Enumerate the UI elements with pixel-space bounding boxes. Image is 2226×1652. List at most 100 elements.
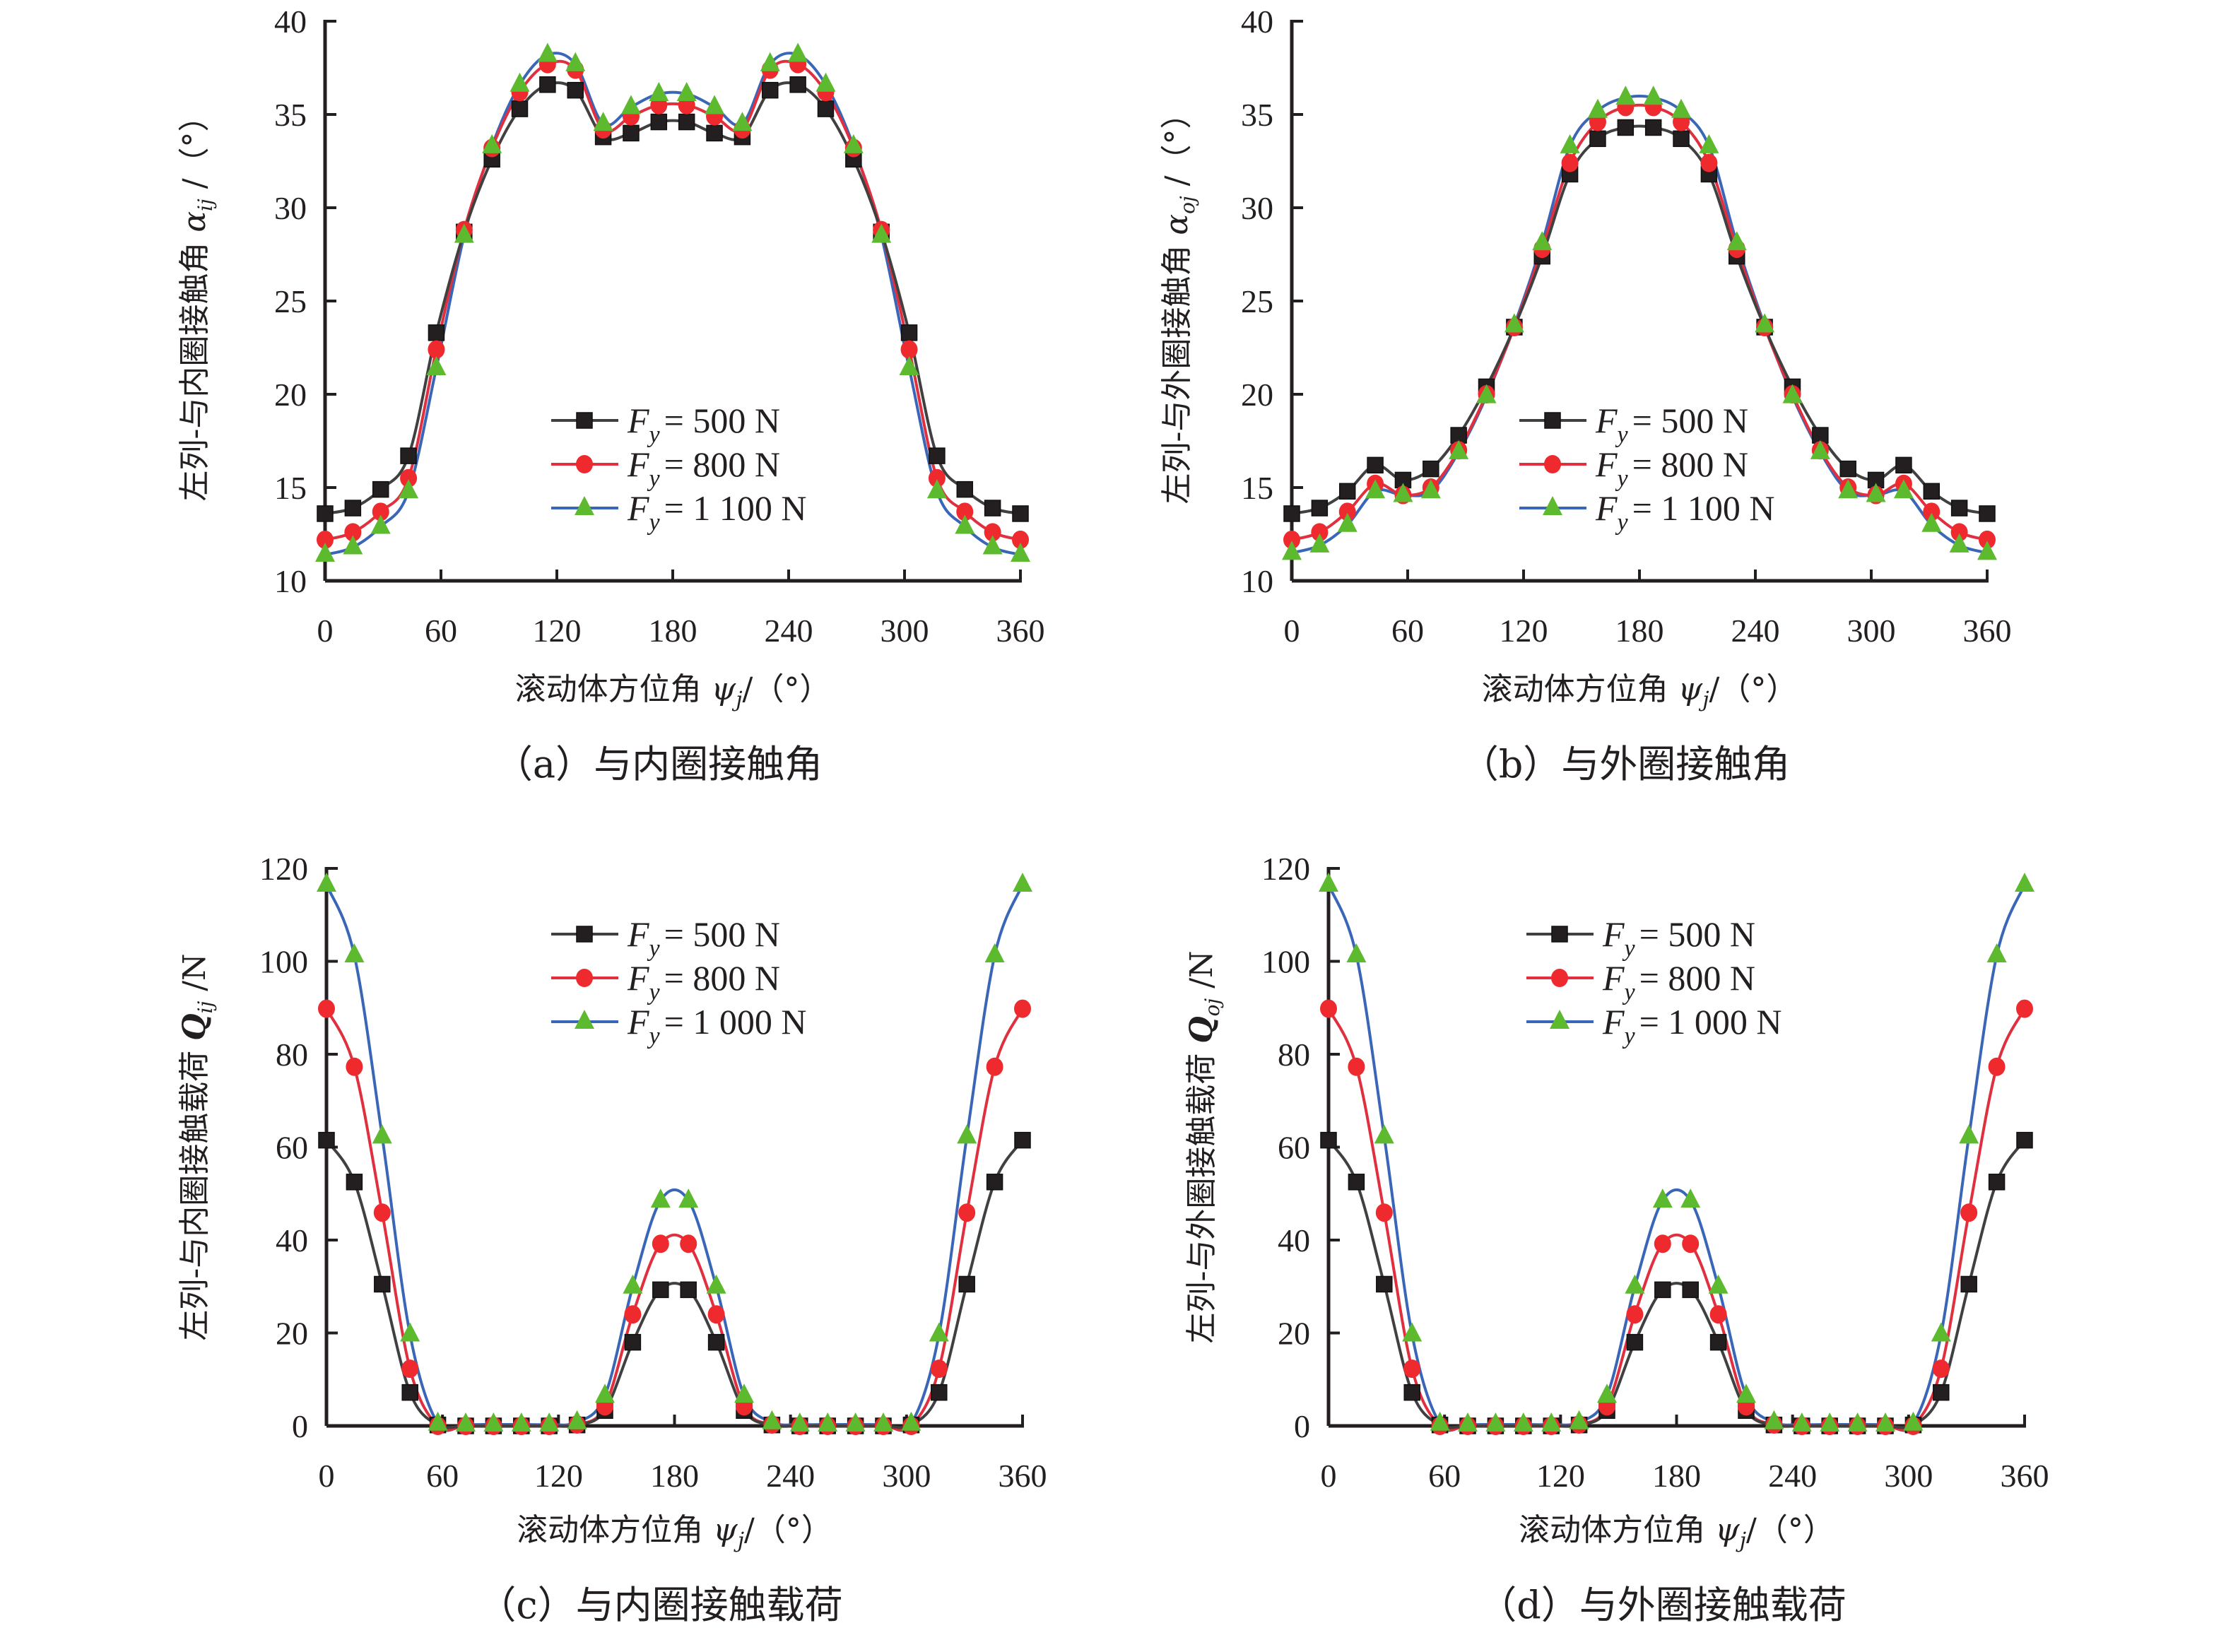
- data-point: [676, 81, 697, 101]
- data-point: [1449, 439, 1469, 459]
- data-point: [2016, 1131, 2033, 1149]
- data-point: [373, 1203, 391, 1222]
- data-point: [428, 340, 445, 359]
- data-point: [873, 1412, 893, 1432]
- panel-caption: （a）与内圈接触角: [495, 742, 823, 786]
- legend-marker-circle: [1544, 455, 1561, 473]
- data-point: [1866, 483, 1886, 502]
- data-point: [624, 1333, 642, 1351]
- y-axis-title: 左列-与外圈接触载荷 Qoj /N: [1184, 950, 1224, 1343]
- y-tick-label: 40: [276, 1222, 308, 1258]
- x-tick-label: 240: [765, 613, 813, 649]
- data-point: [1960, 1203, 1978, 1222]
- data-point: [1931, 1322, 1951, 1342]
- y-tick-label: 20: [1278, 1316, 1310, 1352]
- data-point: [1320, 1131, 1337, 1149]
- data-point: [318, 1131, 335, 1149]
- data-point: [623, 1274, 643, 1294]
- legend-label: Fy = 1 000 N: [627, 1002, 806, 1049]
- data-point: [400, 1322, 420, 1342]
- legend-marker-square: [576, 412, 593, 429]
- data-point: [1682, 1234, 1700, 1253]
- panel-c: 0 20 40 60 80 100 120 0 60 120 180 240 300 360 Fy = 500…: [177, 851, 1047, 1627]
- data-point: [1626, 1305, 1644, 1324]
- data-point: [815, 72, 836, 92]
- data-point: [317, 530, 334, 549]
- data-point: [1838, 479, 1859, 499]
- data-point: [1709, 1333, 1727, 1351]
- y-axis-title: 左列-与内圈接触角 αij /（°）: [177, 100, 217, 501]
- x-tick-label: 120: [534, 1458, 583, 1494]
- x-tick-label: 120: [533, 613, 582, 649]
- y-tick-label: 80: [276, 1037, 308, 1073]
- legend-marker-triangle: [575, 1010, 594, 1029]
- data-point: [871, 223, 892, 243]
- data-point: [706, 124, 723, 142]
- panel-caption: （d）与外圈接触载荷: [1478, 1583, 1847, 1627]
- data-point: [986, 1057, 1003, 1076]
- x-tick-label: 240: [1768, 1458, 1817, 1494]
- y-tick-label: 120: [1261, 851, 1310, 887]
- data-point: [1950, 500, 1968, 517]
- data-point: [1423, 460, 1439, 478]
- data-point: [1311, 500, 1329, 517]
- data-point: [346, 1174, 363, 1191]
- data-point: [1485, 1412, 1506, 1432]
- data-point: [1012, 530, 1029, 549]
- data-point: [1338, 502, 1356, 521]
- data-point: [537, 42, 558, 62]
- y-axis-title: 左列-与外圈接触角 αoj /（°）: [1159, 98, 1199, 505]
- panel-caption: （c）与内圈接触载荷: [478, 1583, 842, 1627]
- x-axis-title: 滚动体方位角 ψj/（°）: [517, 1512, 832, 1553]
- data-point: [372, 1124, 392, 1144]
- x-tick-label: 180: [1652, 1458, 1701, 1494]
- data-point: [624, 1305, 642, 1324]
- data-point: [1932, 1359, 1950, 1379]
- data-point: [454, 223, 474, 243]
- x-tick-label: 0: [1321, 1458, 1337, 1494]
- data-point: [539, 1412, 560, 1432]
- x-tick-label: 360: [1963, 613, 2012, 649]
- y-tick-label: 25: [274, 283, 307, 319]
- data-point: [1012, 505, 1029, 522]
- data-point: [1895, 456, 1912, 474]
- data-point: [399, 479, 419, 499]
- data-point: [900, 324, 918, 341]
- data-point: [1933, 1383, 1950, 1401]
- data-point: [1402, 1322, 1423, 1342]
- y-tick-label: 60: [276, 1130, 308, 1166]
- data-point: [1597, 1383, 1617, 1403]
- data-point: [482, 134, 502, 153]
- data-point: [984, 523, 1001, 542]
- data-point: [984, 943, 1005, 962]
- legend-label: Fy = 500 N: [1602, 914, 1755, 962]
- series-line: [325, 884, 1024, 1432]
- series-line: [325, 1139, 1024, 1429]
- data-point: [1644, 119, 1662, 136]
- y-tick-label: 40: [1278, 1222, 1310, 1258]
- x-tick-label: 300: [882, 1458, 931, 1494]
- data-point: [1652, 1188, 1673, 1208]
- data-point: [1671, 98, 1692, 118]
- series-line: [1327, 1139, 2026, 1429]
- data-point: [2015, 873, 2034, 892]
- data-point: [760, 52, 780, 71]
- markers-circle: [1320, 999, 2033, 1435]
- data-point: [1311, 523, 1329, 542]
- data-point: [1699, 134, 1719, 153]
- y-tick-label: 120: [259, 851, 308, 887]
- data-point: [1476, 384, 1497, 403]
- markers-triangle: [315, 42, 1030, 562]
- series-group: [317, 873, 1032, 1435]
- data-point: [1589, 130, 1606, 148]
- data-point: [986, 1174, 1003, 1191]
- data-point: [1282, 541, 1302, 560]
- data-point: [1654, 1281, 1671, 1299]
- x-tick-label: 300: [1847, 613, 1896, 649]
- data-point: [1011, 543, 1030, 562]
- data-point: [734, 1383, 754, 1403]
- x-tick-label: 0: [1284, 613, 1300, 649]
- data-point: [706, 1274, 726, 1294]
- data-point: [344, 500, 362, 517]
- data-point: [400, 468, 418, 488]
